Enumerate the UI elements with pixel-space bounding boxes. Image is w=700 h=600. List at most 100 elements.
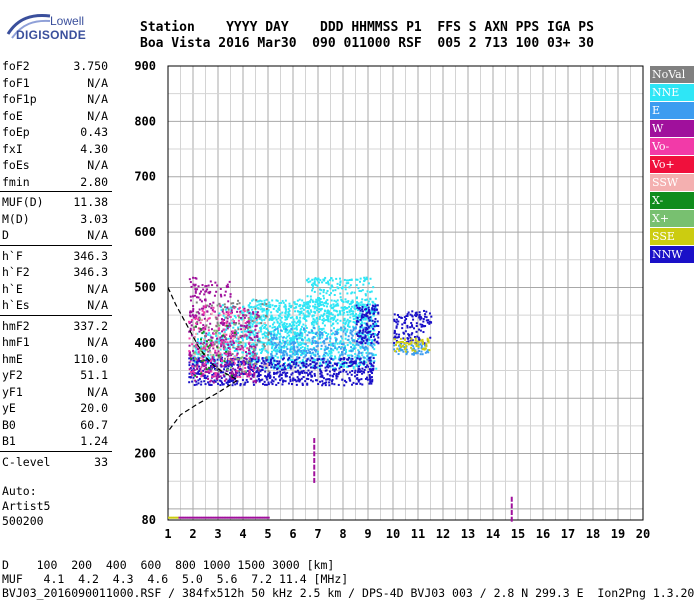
- echo-point-nne: [373, 329, 376, 332]
- echo-point-nnw: [353, 360, 356, 363]
- echo-point-nnw: [290, 373, 293, 376]
- echo-point-nne: [371, 300, 374, 303]
- echo-point-nnw: [216, 358, 219, 361]
- echo-point-nnw: [356, 377, 359, 380]
- echo-point-nne: [289, 337, 292, 340]
- echo-point-nnw: [207, 381, 210, 384]
- echo-point-nne: [369, 277, 372, 280]
- echo-point-nne: [345, 306, 348, 309]
- echo-point-nnw: [414, 312, 417, 315]
- echo-point-nnw: [220, 365, 223, 368]
- echo-point-nnw: [355, 382, 358, 385]
- echo-point-nne: [293, 331, 296, 334]
- echo-point-w: [198, 330, 201, 333]
- echo-point-nnw: [360, 361, 363, 364]
- echo-point-nnw: [409, 336, 412, 339]
- echo-point-nnw: [393, 318, 396, 321]
- echo-point-w: [210, 336, 213, 339]
- echo-point-nnw: [223, 368, 226, 371]
- echo-point-e: [309, 352, 312, 355]
- echo-point-e: [393, 348, 396, 351]
- echo-point-e: [306, 352, 309, 355]
- echo-point-nne: [312, 321, 315, 324]
- echo-point-e: [304, 343, 307, 346]
- echo-point-nne: [322, 294, 325, 297]
- echo-point-w: [227, 352, 230, 355]
- echo-point-w: [220, 358, 223, 361]
- echo-segment: [313, 438, 316, 444]
- echo-point-nnw: [369, 324, 372, 327]
- echo-point-nne: [323, 278, 326, 281]
- echo-point-nnw: [324, 382, 327, 385]
- echo-point-nne: [197, 338, 200, 341]
- echo-point-noval: [207, 326, 210, 329]
- echo-point-nnw: [309, 366, 312, 369]
- echo-point-nne: [299, 337, 302, 340]
- echo-point-x-: [210, 339, 213, 342]
- echo-point-nnw: [401, 323, 404, 326]
- echo-point-noval: [255, 362, 258, 365]
- echo-point-w: [231, 332, 234, 335]
- echo-point-w: [195, 315, 198, 318]
- echo-point-vo-: [188, 320, 191, 323]
- echo-point-nnw: [369, 362, 372, 365]
- echo-point-w: [212, 381, 215, 384]
- echo-point-w: [207, 338, 210, 341]
- echo-point-e: [273, 342, 276, 345]
- echo-point-nnw: [425, 319, 428, 322]
- echo-point-nne: [357, 318, 360, 321]
- echo-point-nne: [224, 316, 227, 319]
- echo-point-e: [334, 347, 337, 350]
- param-value: 346.3: [73, 265, 108, 279]
- echo-point-nnw: [193, 359, 196, 362]
- echo-point-nne: [364, 299, 367, 302]
- echo-point-ssw: [223, 332, 226, 335]
- param-row: foEs N/A: [0, 157, 112, 174]
- echo-point-nnw: [232, 363, 235, 366]
- echo-point-nne: [345, 330, 348, 333]
- echo-point-nne: [276, 326, 279, 329]
- param-value: N/A: [87, 335, 108, 349]
- param-name: foE: [2, 108, 23, 123]
- echo-point-nne: [348, 354, 351, 357]
- echo-point-nne: [366, 290, 369, 293]
- echo-point-nnw: [360, 341, 363, 344]
- echo-point-e: [351, 334, 354, 337]
- echo-point-nnw: [372, 332, 375, 335]
- echo-point-nnw: [398, 333, 401, 336]
- echo-point-nnw: [343, 362, 346, 365]
- echo-point-e: [355, 359, 358, 362]
- legend-entry-nnw: NNW: [650, 246, 694, 263]
- echo-point-sse: [414, 339, 417, 342]
- param-name: yF1: [2, 384, 23, 399]
- echo-point-nnw: [287, 363, 290, 366]
- echo-point-nne: [328, 310, 331, 313]
- echo-point-nne: [323, 301, 326, 304]
- echo-point-nne: [347, 282, 350, 285]
- echo-point-nne: [326, 299, 329, 302]
- echo-point-nnw: [369, 380, 372, 383]
- legend-entry-x-: X+: [650, 210, 694, 227]
- echo-point-nne: [316, 279, 319, 282]
- echo-point-x-: [199, 338, 202, 341]
- echo-point-nnw: [406, 326, 409, 329]
- echo-point-nnw: [207, 368, 210, 371]
- echo-point-nne: [287, 331, 290, 334]
- echo-point-nne: [345, 320, 348, 323]
- echo-point-e: [350, 333, 353, 336]
- echo-point-nne: [231, 340, 234, 343]
- echo-point-nne: [272, 307, 275, 310]
- echo-point-nnw: [377, 325, 380, 328]
- echo-point-nne: [271, 316, 274, 319]
- echo-point-nnw: [305, 360, 308, 363]
- echo-point-nne: [277, 350, 280, 353]
- echo-point-nnw: [370, 362, 373, 365]
- echo-point-low: [201, 516, 204, 519]
- echo-point-nnw: [354, 362, 357, 365]
- echo-point-nne: [322, 355, 325, 358]
- echo-point-nnw: [363, 368, 366, 371]
- echo-point-nne: [331, 323, 334, 326]
- echo-point-nne: [227, 337, 230, 340]
- echo-point-e: [420, 350, 423, 353]
- x-tick-label: 4: [239, 527, 246, 541]
